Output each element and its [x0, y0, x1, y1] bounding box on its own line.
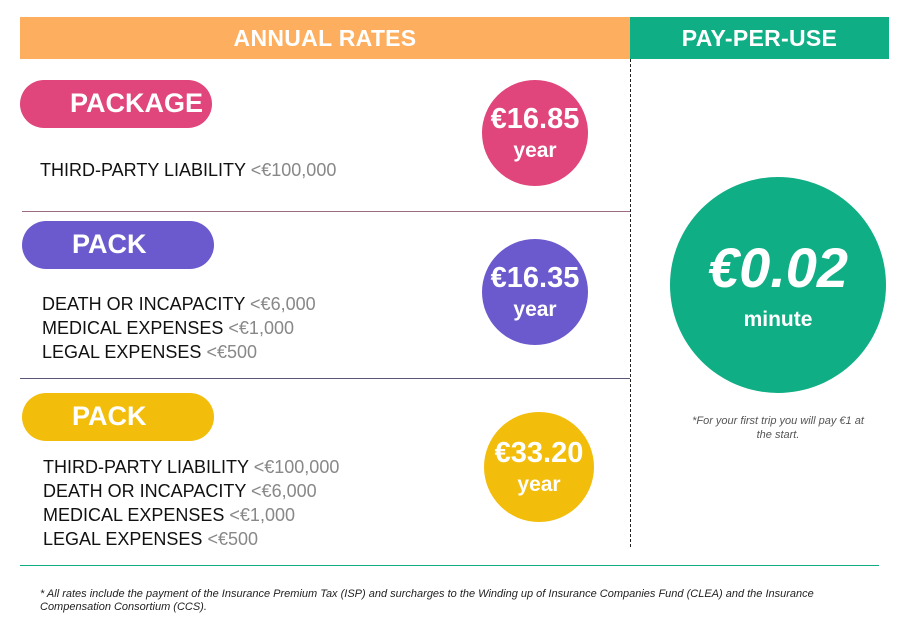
package-1-badge-label: PACKAGE: [70, 88, 204, 118]
coverage-name: LEGAL EXPENSES: [42, 342, 202, 362]
coverage-item: THIRD-PARTY LIABILITY <€100,000: [40, 158, 336, 182]
package-1-period: year: [513, 139, 557, 162]
coverage-name: LEGAL EXPENSES: [43, 529, 203, 549]
pay-per-use-price: €0.02: [707, 236, 849, 299]
package-2-badge-label: PACKAGE: [72, 229, 147, 269]
coverage-name: THIRD-PARTY LIABILITY: [43, 457, 249, 477]
annual-rates-header: ANNUAL RATES: [20, 17, 630, 59]
pay-per-use-period: minute: [743, 308, 813, 331]
coverage-item: MEDICAL EXPENSES <€1,000: [43, 503, 339, 527]
coverage-item: MEDICAL EXPENSES <€1,000: [42, 316, 316, 340]
pay-per-use-price-circle: €0.02 minute: [670, 177, 886, 393]
footnote: * All rates include the payment of the I…: [40, 588, 814, 613]
row-divider: [22, 211, 630, 212]
coverage-limit: <€500: [207, 529, 258, 549]
package-1-price: €16.85: [490, 103, 580, 135]
package-1-coverages: THIRD-PARTY LIABILITY <€100,000: [40, 158, 336, 182]
package-2-coverages: DEATH OR INCAPACITY <€6,000 MEDICAL EXPE…: [42, 292, 316, 364]
package-1-price-circle: €16.85 year: [482, 80, 588, 186]
package-3-badge-label: PACKAGE: [72, 401, 147, 441]
package-3-badge: PACKAGE: [22, 393, 214, 441]
package-3-coverages: THIRD-PARTY LIABILITY <€100,000 DEATH OR…: [43, 455, 339, 551]
coverage-name: MEDICAL EXPENSES: [42, 318, 224, 338]
coverage-limit: <€1,000: [229, 505, 295, 525]
package-2-badge: PACKAGE: [22, 221, 214, 269]
row-divider: [20, 378, 630, 379]
coverage-item: THIRD-PARTY LIABILITY <€100,000: [43, 455, 339, 479]
pay-per-use-header: PAY-PER-USE: [630, 17, 889, 59]
coverage-item: DEATH OR INCAPACITY <€6,000: [43, 479, 339, 503]
coverage-item: LEGAL EXPENSES <€500: [42, 340, 316, 364]
coverage-limit: <€100,000: [253, 457, 340, 477]
package-2-price-circle: €16.35 year: [482, 239, 588, 345]
coverage-name: DEATH OR INCAPACITY: [43, 481, 247, 501]
column-divider: [630, 59, 631, 547]
coverage-name: DEATH OR INCAPACITY: [42, 294, 246, 314]
footer-divider: [20, 565, 879, 566]
coverage-limit: <€500: [206, 342, 257, 362]
pay-per-use-note: *For your first trip you will pay €1 at …: [692, 415, 864, 441]
coverage-item: LEGAL EXPENSES <€500: [43, 527, 339, 551]
coverage-limit: <€100,000: [250, 160, 337, 180]
annual-rates-title: ANNUAL RATES: [233, 24, 417, 51]
coverage-limit: <€1,000: [228, 318, 294, 338]
coverage-item: DEATH OR INCAPACITY <€6,000: [42, 292, 316, 316]
package-2-period: year: [513, 298, 557, 321]
package-2-price: €16.35: [490, 262, 580, 294]
coverage-limit: <€6,000: [251, 481, 317, 501]
package-1-badge: PACKAGE: [20, 80, 212, 128]
package-3-price-circle: €33.20 year: [484, 412, 594, 522]
coverage-limit: <€6,000: [250, 294, 316, 314]
package-3-period: year: [517, 473, 561, 496]
pay-per-use-title: PAY-PER-USE: [681, 24, 838, 51]
package-3-price: €33.20: [494, 437, 584, 469]
coverage-name: MEDICAL EXPENSES: [43, 505, 225, 525]
coverage-name: THIRD-PARTY LIABILITY: [40, 160, 246, 180]
